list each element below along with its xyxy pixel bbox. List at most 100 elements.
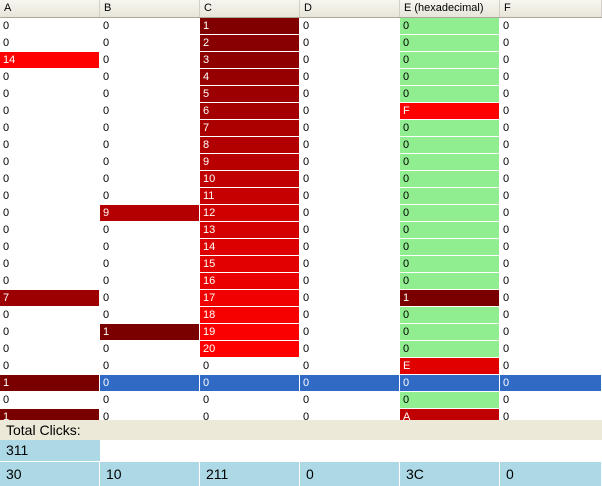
column-header-c[interactable]: C — [200, 0, 300, 17]
grid-cell-b[interactable]: 0 — [100, 52, 200, 69]
grid-cell-b[interactable]: 0 — [100, 341, 200, 358]
grid-cell-c[interactable]: 14 — [200, 239, 300, 256]
grid-cell-c[interactable]: 16 — [200, 273, 300, 290]
grid-cell-e[interactable]: 0 — [400, 324, 500, 341]
grid-cell-d[interactable]: 0 — [300, 358, 400, 375]
grid-cell-b[interactable]: 0 — [100, 256, 200, 273]
grid-cell-f[interactable]: 0 — [500, 52, 602, 69]
table-row[interactable]: 0 0 15 0 0 0 — [0, 256, 602, 273]
grid-cell-c[interactable]: 0 — [200, 375, 300, 392]
grid-cell-d[interactable]: 0 — [300, 69, 400, 86]
grid-cell-e[interactable]: 0 — [400, 69, 500, 86]
grid-cell-b[interactable]: 0 — [100, 35, 200, 52]
grid-cell-a[interactable]: 0 — [0, 307, 100, 324]
grid-cell-f[interactable]: 0 — [500, 103, 602, 120]
grid-cell-d[interactable]: 0 — [300, 18, 400, 35]
grid-cell-a[interactable]: 0 — [0, 256, 100, 273]
grid-cell-d[interactable]: 0 — [300, 137, 400, 154]
grid-cell-b[interactable]: 0 — [100, 120, 200, 137]
table-row[interactable]: 0 0 10 0 0 0 — [0, 171, 602, 188]
table-row[interactable]: 0 0 16 0 0 0 — [0, 273, 602, 290]
grid-cell-f[interactable]: 0 — [500, 358, 602, 375]
grid-cell-c[interactable]: 1 — [200, 18, 300, 35]
table-row[interactable]: 14 0 3 0 0 0 — [0, 52, 602, 69]
grid-cell-a[interactable]: 7 — [0, 290, 100, 307]
grid-cell-f[interactable]: 0 — [500, 307, 602, 324]
grid-cell-b[interactable]: 0 — [100, 222, 200, 239]
grid-cell-a[interactable]: 0 — [0, 154, 100, 171]
grid-cell-d[interactable]: 0 — [300, 239, 400, 256]
grid-cell-b[interactable]: 1 — [100, 324, 200, 341]
grid-cell-e[interactable]: 0 — [400, 120, 500, 137]
grid-cell-d[interactable]: 0 — [300, 103, 400, 120]
grid-cell-a[interactable]: 0 — [0, 171, 100, 188]
grid-cell-c[interactable]: 19 — [200, 324, 300, 341]
grid-cell-d[interactable]: 0 — [300, 86, 400, 103]
grid-cell-b[interactable]: 0 — [100, 18, 200, 35]
grid-cell-c[interactable]: 10 — [200, 171, 300, 188]
grid-cell-d[interactable]: 0 — [300, 52, 400, 69]
table-row[interactable]: 0 0 20 0 0 0 — [0, 341, 602, 358]
grid-cell-e[interactable]: F — [400, 103, 500, 120]
grid-cell-d[interactable]: 0 — [300, 171, 400, 188]
grid-cell-b[interactable]: 0 — [100, 188, 200, 205]
grid-cell-e[interactable]: 1 — [400, 290, 500, 307]
table-row[interactable]: 0 0 14 0 0 0 — [0, 239, 602, 256]
grid-cell-a[interactable]: 0 — [0, 205, 100, 222]
grid-cell-f[interactable]: 0 — [500, 69, 602, 86]
grid-cell-d[interactable]: 0 — [300, 324, 400, 341]
grid-cell-d[interactable]: 0 — [300, 375, 400, 392]
grid-cell-d[interactable]: 0 — [300, 273, 400, 290]
grid-cell-d[interactable]: 0 — [300, 341, 400, 358]
grid-cell-e[interactable]: 0 — [400, 154, 500, 171]
grid-cell-a[interactable]: 0 — [0, 239, 100, 256]
column-header-d[interactable]: D — [300, 0, 400, 17]
grid-cell-d[interactable]: 0 — [300, 392, 400, 409]
grid-cell-c[interactable]: 0 — [200, 358, 300, 375]
grid-cell-b[interactable]: 0 — [100, 154, 200, 171]
grid-cell-e[interactable]: 0 — [400, 52, 500, 69]
grid-cell-b[interactable]: 0 — [100, 86, 200, 103]
grid-cell-d[interactable]: 0 — [300, 154, 400, 171]
grid-cell-f[interactable]: 0 — [500, 256, 602, 273]
grid-cell-d[interactable]: 0 — [300, 290, 400, 307]
grid-cell-f[interactable]: 0 — [500, 188, 602, 205]
column-header-e[interactable]: E (hexadecimal) — [400, 0, 500, 17]
grid-cell-f[interactable]: 0 — [500, 239, 602, 256]
grid-cell-b[interactable]: 0 — [100, 69, 200, 86]
grid-cell-d[interactable]: 0 — [300, 205, 400, 222]
grid-cell-b[interactable]: 0 — [100, 273, 200, 290]
grid-cell-c[interactable]: 8 — [200, 137, 300, 154]
grid-cell-c[interactable]: 5 — [200, 86, 300, 103]
grid-cell-f[interactable]: 0 — [500, 222, 602, 239]
grid-cell-a[interactable]: 0 — [0, 120, 100, 137]
grid-cell-d[interactable]: 0 — [300, 35, 400, 52]
grid-cell-d[interactable]: 0 — [300, 222, 400, 239]
grid-cell-a[interactable]: 0 — [0, 188, 100, 205]
grid-cell-f[interactable]: 0 — [500, 341, 602, 358]
grid-cell-c[interactable]: 4 — [200, 69, 300, 86]
grid-cell-e[interactable]: 0 — [400, 86, 500, 103]
grid-cell-b[interactable]: 0 — [100, 392, 200, 409]
grid-cell-e[interactable]: 0 — [400, 239, 500, 256]
table-row[interactable]: 0 0 13 0 0 0 — [0, 222, 602, 239]
grid-cell-f[interactable]: 0 — [500, 273, 602, 290]
column-header-b[interactable]: B — [100, 0, 200, 17]
grid-cell-c[interactable]: 18 — [200, 307, 300, 324]
grid-cell-c[interactable]: 7 — [200, 120, 300, 137]
grid-cell-b[interactable]: 0 — [100, 375, 200, 392]
grid-cell-f[interactable]: 0 — [500, 86, 602, 103]
column-header-f[interactable]: F — [500, 0, 602, 17]
grid-cell-e[interactable]: 0 — [400, 222, 500, 239]
grid-cell-b[interactable]: 9 — [100, 205, 200, 222]
grid-cell-e[interactable]: 0 — [400, 273, 500, 290]
